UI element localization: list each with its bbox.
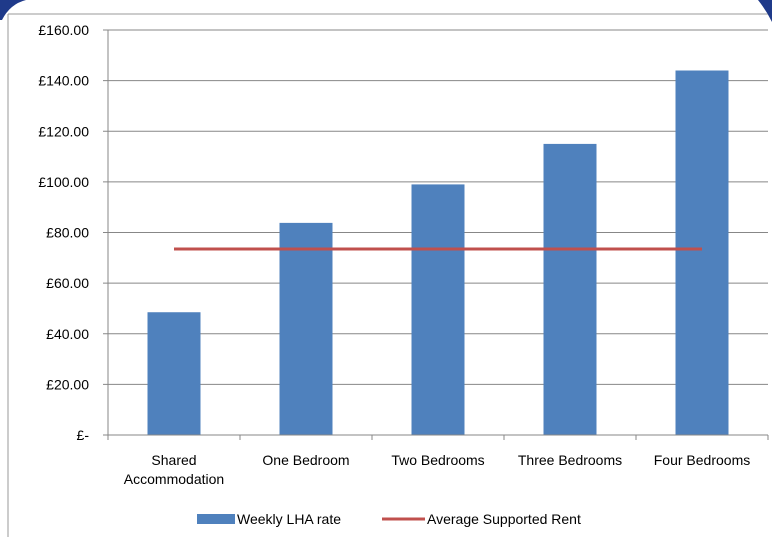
bar	[675, 70, 729, 435]
bar	[411, 184, 465, 435]
legend-swatch-bar	[197, 514, 235, 524]
x-category-label: Three Bedrooms	[518, 452, 622, 468]
x-category-label: One Bedroom	[262, 452, 349, 468]
y-tick-label: £40.00	[46, 326, 89, 342]
corner-accent-right	[758, 0, 772, 22]
bar	[543, 143, 597, 435]
x-category-label-line: One Bedroom	[262, 452, 349, 468]
x-category-label-line: Three Bedrooms	[518, 452, 622, 468]
y-tick-label: £80.00	[46, 225, 89, 241]
y-tick-label: £60.00	[46, 275, 89, 291]
x-category-label-line: Two Bedrooms	[391, 452, 484, 468]
x-axis: Shared Accommodation One Bedroom Two Bedroo…	[107, 434, 769, 487]
x-category-label-line: Accommodation	[124, 471, 224, 487]
x-category-label-line: Four Bedrooms	[654, 452, 750, 468]
x-category-label: Four Bedrooms	[654, 452, 750, 468]
x-category-label-line: Shared	[151, 452, 196, 468]
legend: Weekly LHA rate Average Supported Rent	[197, 511, 581, 527]
y-tick-label: £100.00	[38, 174, 89, 190]
corner-accent-left	[0, 0, 26, 20]
y-tick-label: £-	[77, 427, 90, 443]
bar	[279, 222, 333, 435]
legend-label-line: Average Supported Rent	[427, 511, 581, 527]
y-tick-label: £120.00	[38, 123, 89, 139]
y-axis: £- £20.00 £40.00 £60.00 £80.00 £100.00 £120.00…	[38, 22, 109, 443]
legend-label-bar: Weekly LHA rate	[237, 511, 341, 527]
y-tick-label: £140.00	[38, 73, 89, 89]
x-category-label: Shared Accommodation	[124, 452, 224, 487]
y-tick-label: £20.00	[46, 376, 89, 392]
bar-series	[147, 70, 729, 435]
y-tick-label: £160.00	[38, 22, 89, 38]
x-category-label: Two Bedrooms	[391, 452, 484, 468]
bar	[147, 312, 201, 435]
